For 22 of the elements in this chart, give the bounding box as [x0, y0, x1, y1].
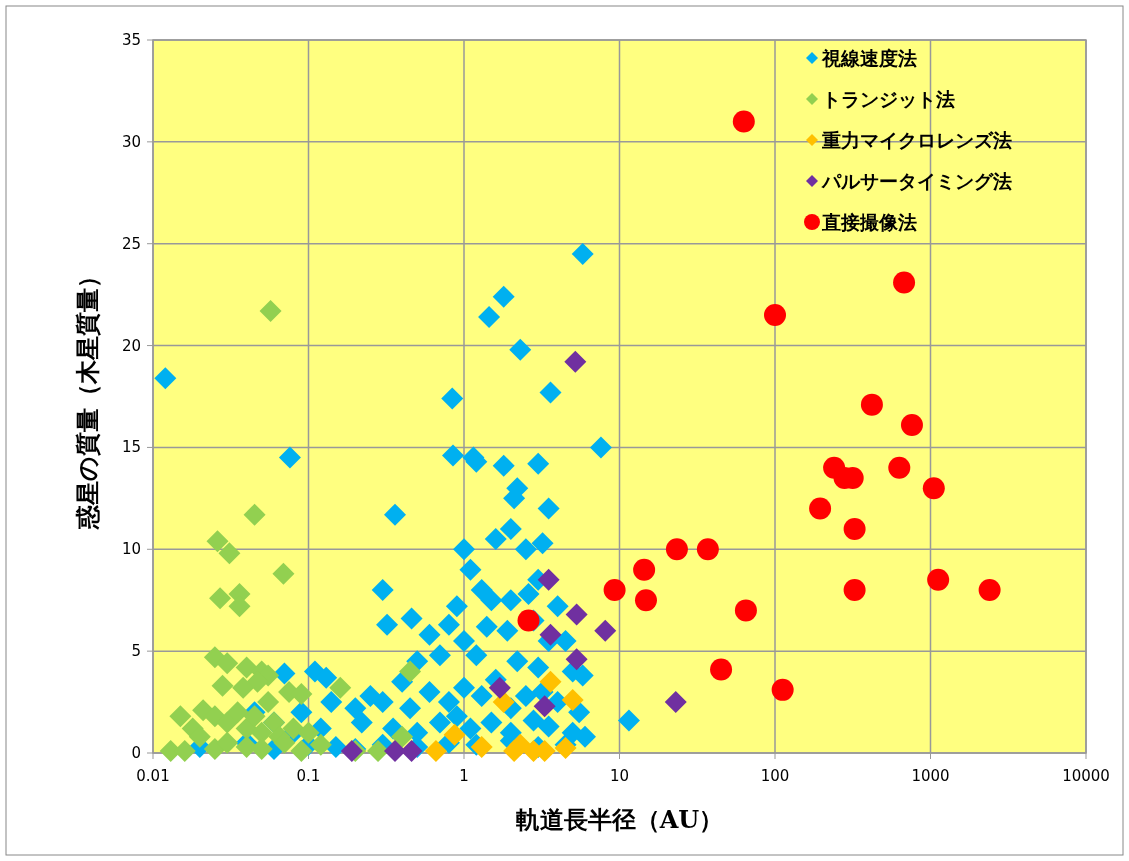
y-tick-label: 30	[121, 132, 141, 151]
legend-label: トランジット法	[822, 88, 955, 110]
y-tick-label: 20	[121, 336, 141, 355]
legend-label: 直接撮像法	[821, 211, 917, 233]
y-tick-label: 5	[131, 642, 141, 661]
y-axis-title: 惑星の質量（木星質量）	[73, 264, 102, 530]
x-tick-label: 10	[609, 767, 630, 785]
legend-label: パルサータイミング法	[821, 170, 1012, 192]
y-tick-label: 25	[121, 234, 141, 253]
x-axis-title: 軌道長半径（AU）	[515, 805, 724, 834]
x-tick-label: 10000	[1062, 767, 1110, 785]
y-tick-label: 35	[121, 31, 141, 49]
x-tick-label: 0.01	[136, 767, 170, 785]
x-tick-label: 0.1	[296, 767, 321, 785]
x-tick-label: 1000	[911, 767, 950, 785]
x-tick-label: 1	[459, 767, 469, 785]
y-tick-label: 0	[131, 744, 141, 762]
legend-label: 重力マイクロレンズ法	[821, 129, 1012, 151]
y-tick-label: 15	[121, 438, 141, 457]
x-tick-label: 100	[760, 767, 790, 785]
legend-label: 視線速度法	[821, 47, 917, 69]
y-tick-label: 10	[121, 540, 141, 559]
